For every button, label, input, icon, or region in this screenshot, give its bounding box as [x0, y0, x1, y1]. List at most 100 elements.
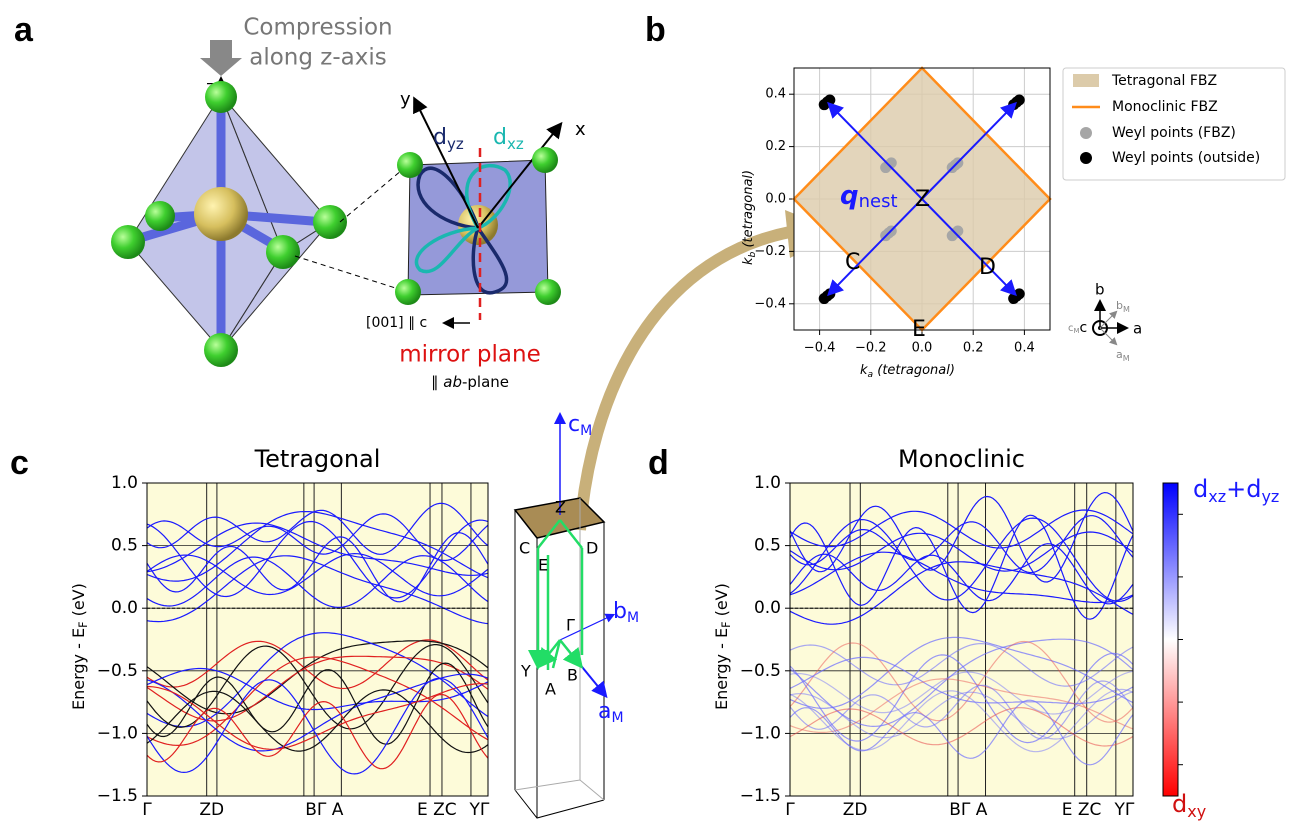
y-tick-label: −1.0: [97, 723, 138, 743]
y-tick-label: −1.5: [97, 786, 138, 806]
text-part: c: [1080, 320, 1088, 336]
panel-a: a Compression along z-axis z y x dyz dxz…: [14, 11, 586, 391]
text-part: yz: [1261, 487, 1279, 506]
t: M: [611, 710, 623, 726]
t: -plane: [462, 373, 509, 391]
y-tick-label: 0.2: [765, 139, 786, 154]
k-label: Γ: [142, 800, 152, 820]
k-label: Z: [555, 498, 566, 517]
t: c: [568, 412, 580, 437]
compass: [1100, 328, 1116, 344]
panel-label: b: [645, 11, 666, 49]
t: ∥: [431, 373, 443, 391]
x-tick-label: −0.4: [804, 341, 836, 356]
axis-note: [001] ∥ c: [366, 315, 427, 331]
axis-label: cM: [568, 412, 592, 439]
k-label: Γ: [566, 616, 575, 635]
guide: [295, 256, 408, 292]
k-label: D: [586, 539, 598, 558]
text-part: M: [1123, 354, 1130, 363]
compass: [1100, 312, 1116, 328]
k-label: ZD: [843, 800, 868, 820]
text-part: (tetragonal): [873, 363, 955, 378]
compass-label: cMc: [1068, 320, 1087, 336]
k-label: C: [845, 250, 860, 275]
k-label: B: [567, 666, 578, 685]
text-part: nest: [859, 191, 898, 212]
legend-swatch: [1073, 74, 1099, 87]
text-part: xz: [1208, 487, 1226, 506]
y-tick-label: −0.5: [97, 661, 138, 681]
k-label: E: [538, 556, 548, 575]
k-label: Y: [520, 662, 531, 681]
y-tick-label: 0.5: [754, 536, 781, 556]
compass-label: bM: [1116, 299, 1130, 314]
y-tick-label: 1.0: [754, 473, 781, 493]
orbital-label: dxz: [493, 125, 524, 153]
x-tick-label: 0.2: [963, 341, 984, 356]
compass-label: a: [1133, 320, 1142, 338]
colorbar-label: dxy: [1172, 790, 1206, 821]
plot-area: [147, 483, 488, 796]
text-part: q: [840, 181, 859, 211]
colorbar: [1163, 483, 1178, 796]
y-tick-label: 0.0: [765, 192, 786, 207]
t: yz: [447, 135, 464, 153]
panel-label: c: [10, 444, 29, 482]
t: ab: [443, 373, 462, 391]
text-part: (eV): [712, 583, 731, 621]
panel-label: d: [648, 444, 669, 482]
x-tick-label: −0.2: [855, 341, 887, 356]
axis-label: x: [575, 119, 586, 140]
y-tick-label: −0.4: [754, 296, 786, 311]
t: a: [598, 699, 611, 724]
x-tick-label: 0.0: [912, 341, 933, 356]
k-label: C: [519, 539, 530, 558]
k-label: YΓ: [1113, 800, 1134, 820]
panel-label: a: [14, 11, 34, 49]
y-tick-label: 0.0: [111, 598, 138, 618]
text-part: d: [1193, 475, 1208, 503]
text-part: (tetragonal): [741, 170, 756, 252]
axis-label: Energy - EF (eV): [712, 583, 733, 710]
text-part: Energy - E: [712, 628, 731, 710]
axis-label: bM: [613, 599, 639, 626]
compass-label: b: [1095, 281, 1105, 299]
legend-label: Weyl points (FBZ): [1112, 125, 1236, 141]
k-label: YΓ: [469, 800, 490, 820]
text-part: b: [1116, 299, 1123, 312]
legend-label: Weyl points (outside): [1112, 150, 1260, 166]
text-part: M: [1123, 305, 1130, 314]
k-label: ZD: [199, 800, 224, 820]
k-label: BΓ A: [305, 800, 344, 820]
axis-label: kb (tetragonal): [741, 170, 758, 265]
colorbar-label: dxz+dyz: [1193, 475, 1279, 506]
chart-title: Monoclinic: [898, 445, 1025, 473]
k-label: D: [979, 255, 996, 280]
t: M: [627, 610, 639, 626]
t: d: [493, 125, 507, 150]
k-label: Z: [915, 187, 930, 212]
text-part: d: [1172, 790, 1187, 818]
y-tick-label: 0.0: [754, 598, 781, 618]
compression-arrow: [200, 40, 242, 76]
orbital-label: dyz: [433, 125, 464, 153]
text-part: +d: [1226, 475, 1261, 503]
text-part: a: [1116, 348, 1123, 361]
axis-label: aM: [598, 699, 624, 726]
x-tick-label: 0.4: [1014, 341, 1035, 356]
k-label: E ZC: [417, 800, 457, 820]
k-label: BΓ A: [949, 800, 988, 820]
axis-label: ka (tetragonal): [860, 363, 955, 380]
k-label: A: [545, 680, 556, 699]
figure: a Compression along z-axis z y x dyz dxz…: [0, 0, 1290, 822]
y-tick-label: −0.2: [754, 244, 786, 259]
y-tick-label: 1.0: [111, 473, 138, 493]
t: xz: [507, 135, 524, 153]
mirror-note: ∥ ab-plane: [431, 373, 509, 391]
axis-label: y: [400, 89, 411, 110]
k-path: [538, 520, 582, 670]
legend-label: Tetragonal FBZ: [1111, 73, 1217, 89]
t: M: [580, 423, 592, 439]
y-tick-label: −0.5: [740, 661, 781, 681]
